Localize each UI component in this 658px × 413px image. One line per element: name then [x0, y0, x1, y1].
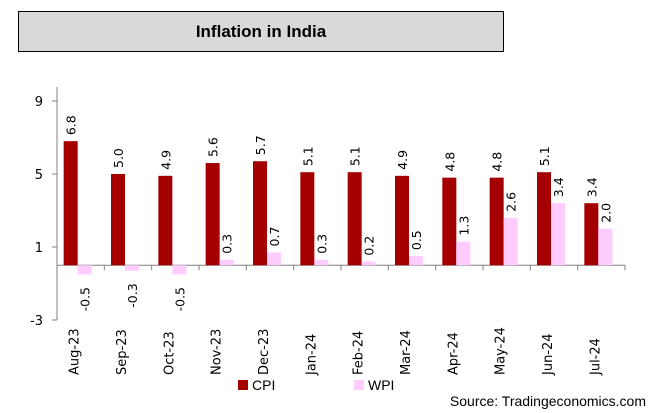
data-label-cpi: 4.8: [490, 152, 505, 172]
data-label-cpi: 5.6: [206, 137, 221, 157]
data-label-wpi: 0.3: [220, 234, 235, 254]
y-tick-label: 5: [35, 168, 43, 183]
bar-cpi: [395, 175, 409, 266]
y-tick-label: -3: [30, 314, 43, 329]
bar-wpi: [409, 256, 423, 266]
bar-cpi: [111, 174, 125, 266]
legend-swatch-wpi: [354, 380, 364, 390]
x-tick-label: Sep-23: [115, 329, 130, 375]
data-label-cpi: 6.8: [64, 115, 79, 135]
data-label-cpi: 5.7: [253, 135, 268, 155]
chart-title: Inflation in India: [18, 11, 504, 52]
bar-cpi: [442, 177, 457, 266]
data-label-cpi: 5.1: [537, 146, 552, 166]
data-label-wpi: 1.3: [456, 216, 471, 236]
data-label-wpi: 0.3: [314, 234, 329, 254]
bar-wpi: [456, 241, 471, 266]
y-tick-label: 9: [35, 95, 43, 110]
legend-label-cpi: CPI: [252, 377, 276, 393]
data-label-wpi: 0.2: [362, 236, 377, 256]
data-label-cpi: 4.9: [395, 150, 410, 170]
bar-wpi: [551, 203, 565, 266]
x-tick-label: Jun-24: [541, 333, 556, 376]
data-label-cpi: 5.0: [111, 148, 126, 168]
legend-item-cpi: CPI: [238, 377, 275, 393]
x-tick-label: May-24: [494, 327, 509, 375]
data-label-wpi: 0.5: [409, 230, 424, 250]
legend-label-wpi: WPI: [368, 377, 395, 393]
x-tick-label: Dec-23: [257, 329, 272, 375]
bar-wpi: [503, 217, 518, 266]
bar-wpi: [219, 259, 234, 266]
bar-cpi: [347, 172, 362, 266]
data-label-cpi: 4.8: [442, 152, 457, 172]
bar-cpi: [584, 203, 599, 266]
data-label-wpi: 0.7: [267, 227, 282, 247]
x-tick-label: Aug-23: [68, 328, 83, 375]
data-label-cpi: 5.1: [300, 146, 315, 166]
bar-wpi: [125, 265, 139, 271]
bar-cpi: [253, 161, 267, 266]
data-label-wpi: -0.3: [125, 283, 140, 307]
source-note: Source: Tradingeconomics.com: [449, 393, 646, 409]
x-tick-label: Jan-24: [304, 334, 319, 376]
bar-wpi: [598, 228, 613, 266]
data-label-cpi: 4.9: [158, 150, 173, 170]
bar-cpi: [205, 163, 220, 266]
x-tick-label: Oct-23: [162, 331, 177, 375]
bar-cpi: [158, 175, 173, 266]
data-label-wpi: -0.5: [78, 287, 93, 311]
bar-wpi: [361, 261, 376, 266]
bar-wpi: [314, 259, 329, 266]
y-tick-label: 1: [35, 241, 43, 256]
data-label-cpi: 3.4: [584, 177, 599, 197]
bar-wpi: [267, 252, 281, 266]
x-tick-label: Jul-24: [588, 338, 603, 376]
data-label-wpi: 3.4: [551, 177, 566, 197]
legend-item-wpi: WPI: [354, 377, 394, 393]
data-label-wpi: 2.6: [504, 192, 519, 212]
bar-cpi: [63, 141, 78, 266]
x-tick-label: Mar-24: [399, 330, 414, 375]
x-tick-label: Feb-24: [352, 331, 367, 375]
x-tick-label: Apr-24: [446, 332, 461, 375]
data-label-cpi: 5.1: [348, 146, 363, 166]
bar-cpi: [489, 177, 504, 266]
x-tick-label: Nov-23: [210, 329, 225, 375]
bar-wpi: [77, 265, 92, 275]
data-label-wpi: -0.5: [172, 287, 187, 311]
legend-swatch-cpi: [238, 380, 248, 390]
bar-wpi: [172, 265, 187, 275]
data-label-wpi: 2.0: [598, 203, 613, 223]
bar-cpi: [537, 172, 551, 266]
bar-cpi: [300, 172, 315, 266]
